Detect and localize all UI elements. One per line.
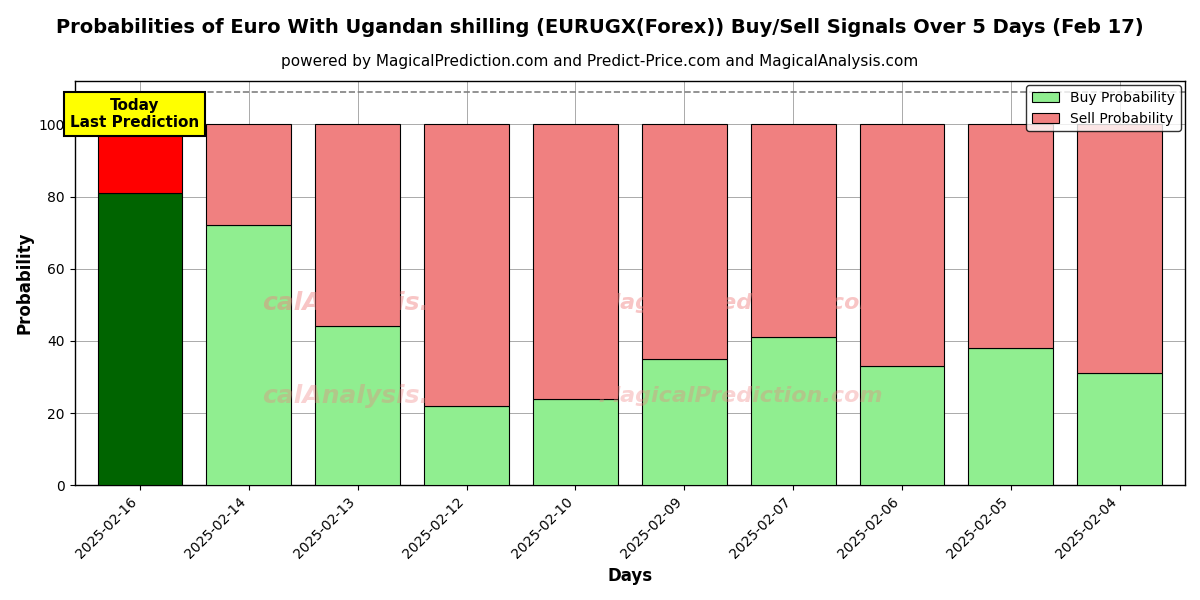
Bar bbox=[533, 398, 618, 485]
Bar bbox=[968, 124, 1054, 348]
Bar bbox=[316, 124, 400, 326]
Legend: Buy Probability, Sell Probability: Buy Probability, Sell Probability bbox=[1026, 85, 1181, 131]
Bar bbox=[642, 124, 727, 359]
Text: MagicalPrediction.com: MagicalPrediction.com bbox=[599, 293, 883, 313]
Text: calAnalysis.com: calAnalysis.com bbox=[262, 292, 487, 316]
Bar bbox=[859, 124, 944, 366]
Bar bbox=[206, 226, 292, 485]
Bar bbox=[97, 193, 182, 485]
X-axis label: Days: Days bbox=[607, 567, 653, 585]
Text: Probabilities of Euro With Ugandan shilling (EURUGX(Forex)) Buy/Sell Signals Ove: Probabilities of Euro With Ugandan shill… bbox=[56, 18, 1144, 37]
Bar bbox=[642, 359, 727, 485]
Bar bbox=[968, 348, 1054, 485]
Text: MagicalPrediction.com: MagicalPrediction.com bbox=[599, 386, 883, 406]
Bar bbox=[751, 337, 835, 485]
Text: calAnalysis.com: calAnalysis.com bbox=[262, 385, 487, 409]
Bar bbox=[316, 326, 400, 485]
Bar bbox=[424, 124, 509, 406]
Bar bbox=[1078, 124, 1162, 373]
Bar bbox=[97, 124, 182, 193]
Text: powered by MagicalPrediction.com and Predict-Price.com and MagicalAnalysis.com: powered by MagicalPrediction.com and Pre… bbox=[281, 54, 919, 69]
Bar bbox=[206, 124, 292, 226]
Text: Today
Last Prediction: Today Last Prediction bbox=[70, 98, 199, 130]
Bar bbox=[859, 366, 944, 485]
Bar bbox=[424, 406, 509, 485]
Bar bbox=[1078, 373, 1162, 485]
Bar bbox=[751, 124, 835, 337]
Bar bbox=[533, 124, 618, 398]
Y-axis label: Probability: Probability bbox=[16, 232, 34, 334]
